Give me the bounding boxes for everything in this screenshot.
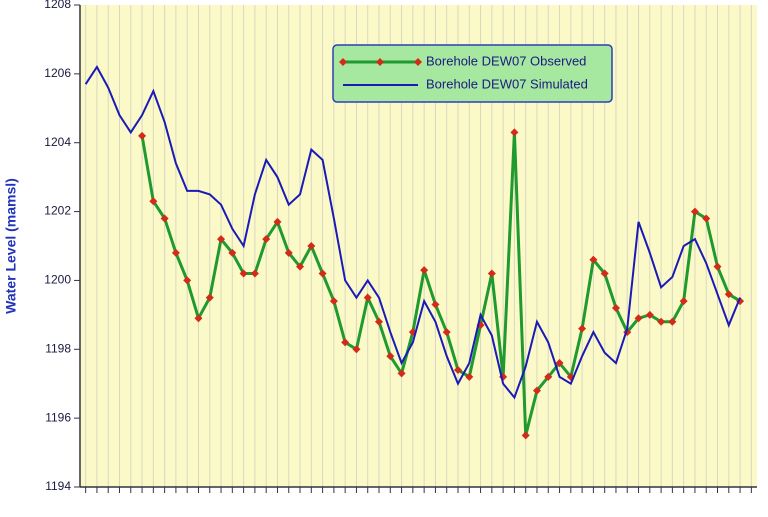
y-tick-label: 1204 xyxy=(44,135,71,149)
marker xyxy=(262,235,271,244)
marker xyxy=(296,262,305,271)
marker xyxy=(544,372,553,381)
marker xyxy=(713,262,722,271)
marker xyxy=(386,352,395,361)
marker xyxy=(329,297,338,306)
marker xyxy=(284,248,293,257)
marker xyxy=(307,242,316,250)
legend-marker xyxy=(414,58,422,66)
marker xyxy=(375,317,384,326)
legend-label: Borehole DEW07 Observed xyxy=(426,53,586,68)
marker xyxy=(138,131,147,140)
marker xyxy=(521,431,530,440)
marker xyxy=(318,269,327,278)
marker xyxy=(352,345,361,354)
marker xyxy=(273,217,282,226)
marker xyxy=(487,269,496,278)
marker xyxy=(149,197,158,206)
marker xyxy=(239,269,248,278)
marker xyxy=(465,372,474,381)
marker xyxy=(679,297,688,306)
marker xyxy=(183,276,192,285)
marker xyxy=(702,214,711,223)
y-axis-label: Water Level (mamsl) xyxy=(3,178,19,314)
marker xyxy=(724,290,733,299)
marker xyxy=(657,317,666,326)
marker xyxy=(634,314,643,323)
marker xyxy=(510,128,519,137)
marker xyxy=(645,310,654,319)
y-tick-label: 1208 xyxy=(44,0,71,11)
y-tick-label: 1194 xyxy=(45,479,71,493)
legend-label: Borehole DEW07 Simulated xyxy=(426,76,588,91)
marker xyxy=(194,314,203,323)
marker xyxy=(611,303,620,312)
marker xyxy=(228,248,237,257)
marker xyxy=(205,293,214,302)
marker xyxy=(250,269,259,278)
legend-marker xyxy=(339,58,347,66)
marker xyxy=(600,269,609,278)
marker xyxy=(397,369,406,378)
legend-marker xyxy=(376,58,384,66)
series-line xyxy=(84,65,742,400)
y-tick-label: 1198 xyxy=(45,341,71,355)
marker xyxy=(160,214,169,223)
marker xyxy=(171,248,180,257)
marker xyxy=(442,328,451,337)
marker xyxy=(453,365,462,374)
y-tick-label: 1196 xyxy=(45,410,71,424)
marker xyxy=(532,386,541,395)
legend-box xyxy=(332,44,613,103)
marker xyxy=(589,255,598,264)
marker xyxy=(217,235,226,244)
marker xyxy=(578,324,587,333)
y-tick-label: 1200 xyxy=(44,273,71,287)
y-tick-label: 1202 xyxy=(44,204,71,218)
marker xyxy=(363,293,372,302)
marker xyxy=(555,359,564,368)
marker xyxy=(668,317,677,326)
marker xyxy=(341,338,350,347)
legend: Borehole DEW07 Observed Borehole DEW07 Si… xyxy=(332,44,613,103)
marker xyxy=(690,207,699,216)
y-tick-label: 1206 xyxy=(44,66,71,80)
marker xyxy=(420,266,429,275)
marker xyxy=(431,300,440,309)
